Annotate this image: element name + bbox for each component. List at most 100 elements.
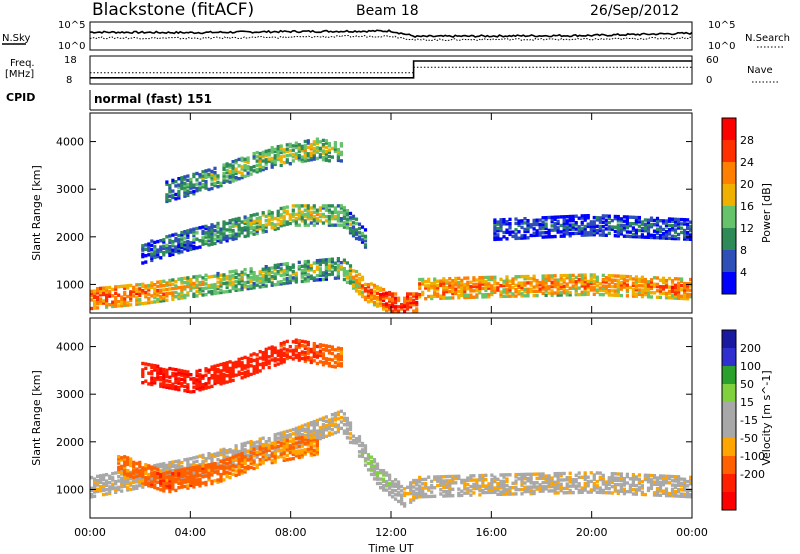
heatmap-cell <box>643 235 647 239</box>
heatmap-cell <box>418 277 422 282</box>
heatmap-cell <box>219 277 223 282</box>
heatmap-cell <box>541 485 545 489</box>
heatmap-cell <box>574 480 578 484</box>
heatmap-cell <box>285 270 289 274</box>
heatmap-cell <box>180 384 184 388</box>
heatmap-cell <box>123 301 127 305</box>
heatmap-cell <box>592 275 596 279</box>
heatmap-cell <box>234 450 238 455</box>
heatmap-cell <box>156 487 160 491</box>
heatmap-cell <box>652 218 657 223</box>
heatmap-cell <box>333 418 337 422</box>
heatmap-cell <box>228 283 232 287</box>
heatmap-cell <box>180 180 184 184</box>
heatmap-cell <box>523 277 527 281</box>
heatmap-cell <box>219 280 223 284</box>
heatmap-cell <box>276 440 280 444</box>
heatmap-cell <box>397 298 401 303</box>
heatmap-cell <box>472 491 476 495</box>
heatmap-cell <box>598 229 602 233</box>
heatmap-cell <box>336 355 340 359</box>
heatmap-cell <box>162 385 166 389</box>
heatmap-cell <box>255 283 259 287</box>
heatmap-cell <box>129 457 133 461</box>
heatmap-cell <box>592 484 596 488</box>
heatmap-cell <box>321 360 325 365</box>
heatmap-cell <box>439 483 443 488</box>
heatmap-cell <box>159 299 163 303</box>
heatmap-cell <box>689 233 693 237</box>
time-axis: 00:00 04:00 08:00 12:00 16:00 20:00 00:00 <box>74 113 708 539</box>
heatmap-cell <box>249 465 253 470</box>
heatmap-cell <box>102 484 106 488</box>
heatmap-cell <box>132 475 136 480</box>
heatmap-cell <box>475 478 479 482</box>
heatmap-cell <box>607 486 611 491</box>
heatmap-cell <box>677 237 681 241</box>
heatmap-cell <box>385 479 389 484</box>
heatmap-cell <box>312 276 316 280</box>
heatmap-cell <box>595 275 599 279</box>
heatmap-cell <box>294 347 298 351</box>
heatmap-cell <box>117 485 121 490</box>
heatmap-cell <box>391 294 395 298</box>
heatmap-cell <box>135 474 139 479</box>
heatmap-cell <box>562 217 566 221</box>
heatmap-cell <box>318 271 322 275</box>
heatmap-cell <box>195 171 199 176</box>
heatmap-cell <box>664 225 669 230</box>
heatmap-cell <box>661 232 666 236</box>
heatmap-cell <box>210 455 214 459</box>
heatmap-cell <box>144 480 148 484</box>
heatmap-cell <box>424 486 428 490</box>
heatmap-cell <box>336 410 340 415</box>
heatmap-cell <box>327 266 331 270</box>
heatmap-cell <box>565 293 569 297</box>
heatmap-cell <box>577 277 581 282</box>
heatmap-cell <box>294 441 298 445</box>
heatmap-cell <box>598 477 602 482</box>
heatmap-cell <box>592 230 596 235</box>
heatmap-cell <box>382 471 386 475</box>
heatmap-cell <box>686 494 690 499</box>
heatmap-cell <box>535 220 539 225</box>
heatmap-cell <box>255 221 259 225</box>
heatmap-cell <box>279 215 283 219</box>
heatmap-cell <box>336 353 340 357</box>
heatmap-cell <box>327 264 331 268</box>
heatmap-cell <box>264 455 268 460</box>
heatmap-cell <box>195 378 199 382</box>
heatmap-cell <box>144 260 148 264</box>
heatmap-cell <box>541 226 545 231</box>
heatmap-cell <box>285 143 289 147</box>
heatmap-cell <box>562 219 566 223</box>
heatmap-cell <box>210 240 214 244</box>
heatmap-cell <box>427 475 431 479</box>
heatmap-cell <box>481 293 485 297</box>
heatmap-cell <box>111 300 115 304</box>
heatmap-cell <box>333 365 337 369</box>
heatmap-cell <box>490 490 494 495</box>
heatmap-cell <box>640 484 644 488</box>
heatmap-cell <box>586 214 590 218</box>
heatmap-cell <box>231 164 235 168</box>
heatmap-cell <box>345 436 349 440</box>
heatmap-cell <box>583 290 587 294</box>
heatmap-cell <box>288 213 292 217</box>
heatmap-cell <box>655 282 660 287</box>
heatmap-cell <box>502 283 506 288</box>
heatmap-cell <box>345 423 349 427</box>
heatmap-cell <box>291 452 295 456</box>
heatmap-cell <box>680 226 684 230</box>
heatmap-cell <box>677 290 681 294</box>
heatmap-cell <box>385 471 389 475</box>
heatmap-cell <box>592 486 596 490</box>
heatmap-cell <box>619 293 623 298</box>
heatmap-cell <box>99 299 103 303</box>
heatmap-cell <box>258 216 262 220</box>
heatmap-cell <box>496 492 500 496</box>
heatmap-cell <box>514 228 518 232</box>
heatmap-cell <box>171 178 175 183</box>
heatmap-cell <box>324 273 328 277</box>
heatmap-cell <box>195 237 199 241</box>
